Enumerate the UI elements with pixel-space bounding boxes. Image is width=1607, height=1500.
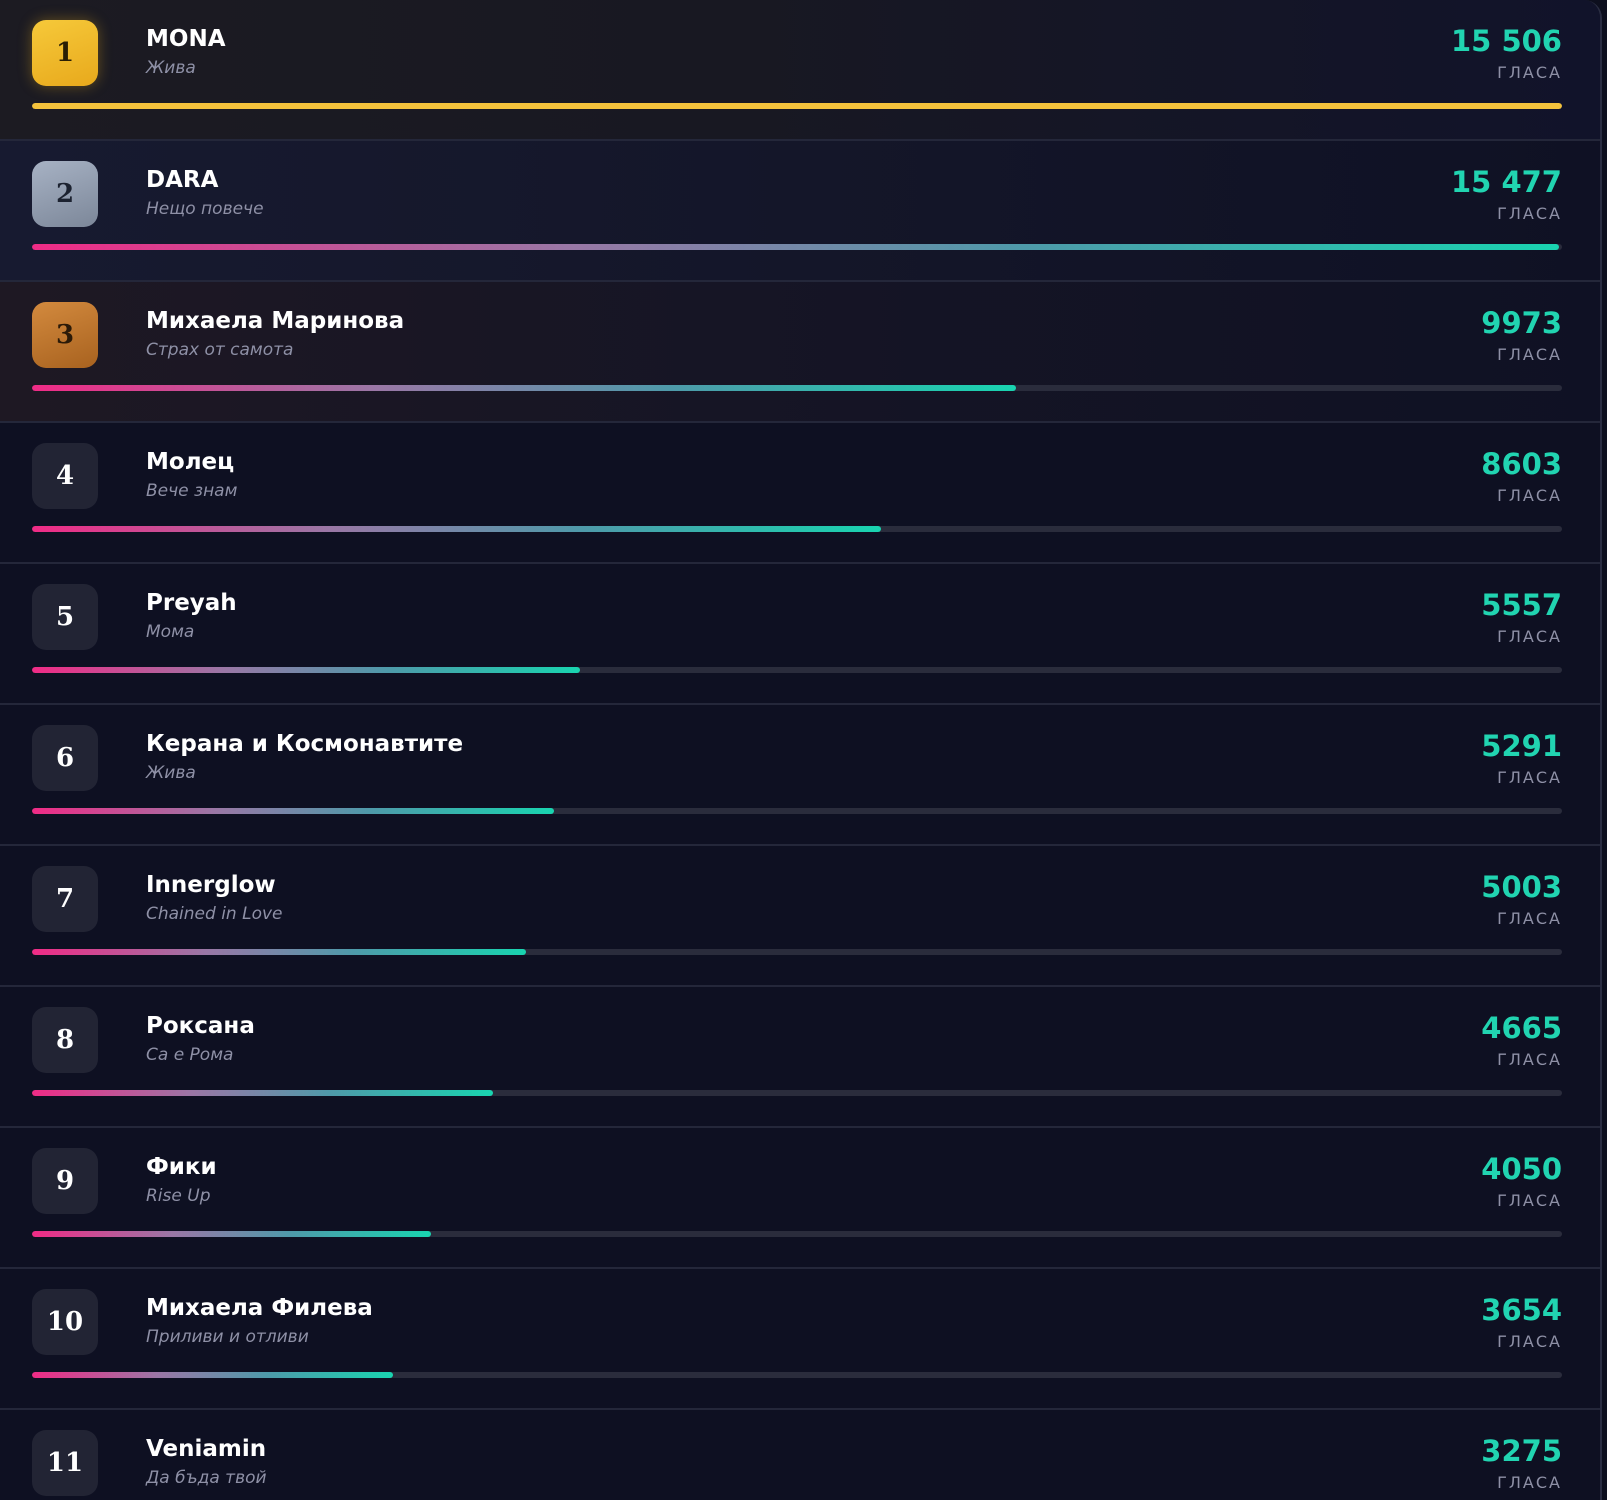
leaderboard-row[interactable]: 4 Молец Вече знам 8603 ГЛАСА <box>0 423 1600 564</box>
song-title: Chained in Love <box>146 904 283 924</box>
vote-count: 9973 <box>1481 306 1562 340</box>
leaderboard-row[interactable]: 3 Михаела Маринова Страх от самота 9973 … <box>0 282 1600 423</box>
artist-name: Молец <box>146 449 235 475</box>
leaderboard-row[interactable]: 9 Фики Rise Up 4050 ГЛАСА <box>0 1128 1600 1269</box>
artist-name: DARA <box>146 167 219 193</box>
vote-progress-fill <box>32 949 527 955</box>
song-title: Вече знам <box>146 481 238 501</box>
rank-badge: 9 <box>32 1148 98 1214</box>
song-title: Rise Up <box>146 1186 211 1206</box>
votes-label: ГЛАСА <box>1497 345 1562 364</box>
vote-progress-fill <box>32 667 580 673</box>
vote-count: 4665 <box>1481 1011 1562 1045</box>
song-title: Да бъда твой <box>146 1468 267 1488</box>
vote-progress-track <box>32 1372 1562 1378</box>
leaderboard-row[interactable]: 8 Роксана Са е Рома 4665 ГЛАСА <box>0 987 1600 1128</box>
vote-progress-fill <box>32 103 1562 109</box>
vote-progress-fill <box>32 526 882 532</box>
artist-name: Роксана <box>146 1013 255 1039</box>
song-title: Страх от самота <box>146 340 294 360</box>
artist-name: Veniamin <box>146 1436 267 1462</box>
vote-count: 4050 <box>1481 1152 1562 1186</box>
song-title: Приливи и отливи <box>146 1327 309 1347</box>
vote-progress-track <box>32 949 1562 955</box>
vote-progress-fill <box>32 385 1016 391</box>
votes-label: ГЛАСА <box>1497 1332 1562 1351</box>
rank-badge: 10 <box>32 1289 98 1355</box>
vote-progress-fill <box>32 1372 394 1378</box>
rank-badge: 11 <box>32 1430 98 1496</box>
vote-progress-track <box>32 1090 1562 1096</box>
leaderboard-row[interactable]: 1 MONA Жива 15 506 ГЛАСА <box>0 0 1600 141</box>
vote-progress-track <box>32 808 1562 814</box>
song-title: Мома <box>146 622 195 642</box>
song-title: Жива <box>146 58 196 78</box>
rank-badge: 6 <box>32 725 98 791</box>
song-title: Са е Рома <box>146 1045 234 1065</box>
artist-name: MONA <box>146 26 226 52</box>
rank-badge: 4 <box>32 443 98 509</box>
vote-count: 15 506 <box>1451 24 1562 58</box>
vote-count: 3654 <box>1481 1293 1562 1327</box>
votes-label: ГЛАСА <box>1497 909 1562 928</box>
rank-badge-silver: 2 <box>32 161 98 227</box>
vote-progress-fill <box>32 1090 493 1096</box>
vote-progress-fill <box>32 244 1559 250</box>
song-title: Жива <box>146 763 196 783</box>
vote-count: 3275 <box>1481 1434 1562 1468</box>
rank-badge-gold: 1 <box>32 20 98 86</box>
vote-progress-fill <box>32 1231 432 1237</box>
rank-badge-bronze: 3 <box>32 302 98 368</box>
artist-name: Михаела Маринова <box>146 308 405 334</box>
artist-name: Preyah <box>146 590 237 616</box>
vote-progress-track <box>32 526 1562 532</box>
vote-progress-track <box>32 385 1562 391</box>
vote-progress-fill <box>32 808 554 814</box>
rank-badge: 7 <box>32 866 98 932</box>
leaderboard-row[interactable]: 2 DARA Нещо повече 15 477 ГЛАСА <box>0 141 1600 282</box>
leaderboard-row[interactable]: 10 Михаела Филева Приливи и отливи 3654 … <box>0 1269 1600 1410</box>
vote-progress-track <box>32 244 1562 250</box>
leaderboard-row[interactable]: 6 Керана и Космонавтите Жива 5291 ГЛАСА <box>0 705 1600 846</box>
vote-count: 5291 <box>1481 729 1562 763</box>
leaderboard-row[interactable]: 11 Veniamin Да бъда твой 3275 ГЛАСА <box>0 1410 1600 1500</box>
vote-progress-track <box>32 1231 1562 1237</box>
vote-progress-track <box>32 667 1562 673</box>
song-title: Нещо повече <box>146 199 264 219</box>
artist-name: Керана и Космонавтите <box>146 731 464 757</box>
votes-label: ГЛАСА <box>1497 768 1562 787</box>
vote-count: 5557 <box>1481 588 1562 622</box>
rank-badge: 8 <box>32 1007 98 1073</box>
votes-label: ГЛАСА <box>1497 1473 1562 1492</box>
artist-name: Innerglow <box>146 872 276 898</box>
vote-count: 5003 <box>1481 870 1562 904</box>
rank-badge: 5 <box>32 584 98 650</box>
votes-label: ГЛАСА <box>1497 1191 1562 1210</box>
votes-label: ГЛАСА <box>1497 204 1562 223</box>
votes-label: ГЛАСА <box>1497 486 1562 505</box>
vote-count: 8603 <box>1481 447 1562 481</box>
vote-progress-track <box>32 103 1562 109</box>
artist-name: Михаела Филева <box>146 1295 373 1321</box>
votes-label: ГЛАСА <box>1497 63 1562 82</box>
vote-count: 15 477 <box>1451 165 1562 199</box>
artist-name: Фики <box>146 1154 217 1180</box>
leaderboard-row[interactable]: 7 Innerglow Chained in Love 5003 ГЛАСА <box>0 846 1600 987</box>
votes-label: ГЛАСА <box>1497 1050 1562 1069</box>
leaderboard-row[interactable]: 5 Preyah Мома 5557 ГЛАСА <box>0 564 1600 705</box>
votes-label: ГЛАСА <box>1497 627 1562 646</box>
